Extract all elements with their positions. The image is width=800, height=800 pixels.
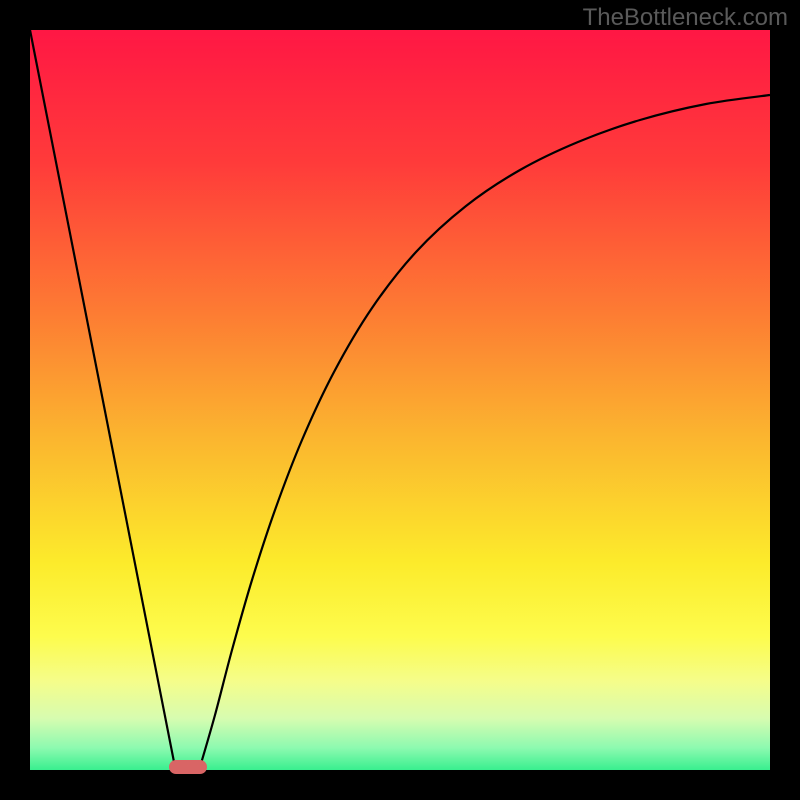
bottleneck-chart [0, 0, 800, 800]
watermark-text: TheBottleneck.com [583, 4, 788, 32]
bottleneck-marker [169, 760, 207, 774]
chart-container: TheBottleneck.com [0, 0, 800, 800]
plot-background [30, 30, 770, 770]
